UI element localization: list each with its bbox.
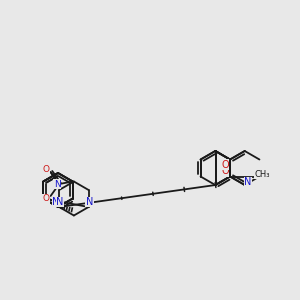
Text: O: O xyxy=(221,160,229,170)
Text: O: O xyxy=(42,165,49,174)
Text: N: N xyxy=(56,197,64,207)
Text: CH₃: CH₃ xyxy=(254,170,270,179)
Text: O: O xyxy=(42,194,49,203)
Text: O: O xyxy=(221,167,229,176)
Text: N: N xyxy=(54,179,61,189)
Text: N: N xyxy=(52,197,60,207)
Text: N: N xyxy=(86,197,93,207)
Text: N: N xyxy=(244,177,251,187)
